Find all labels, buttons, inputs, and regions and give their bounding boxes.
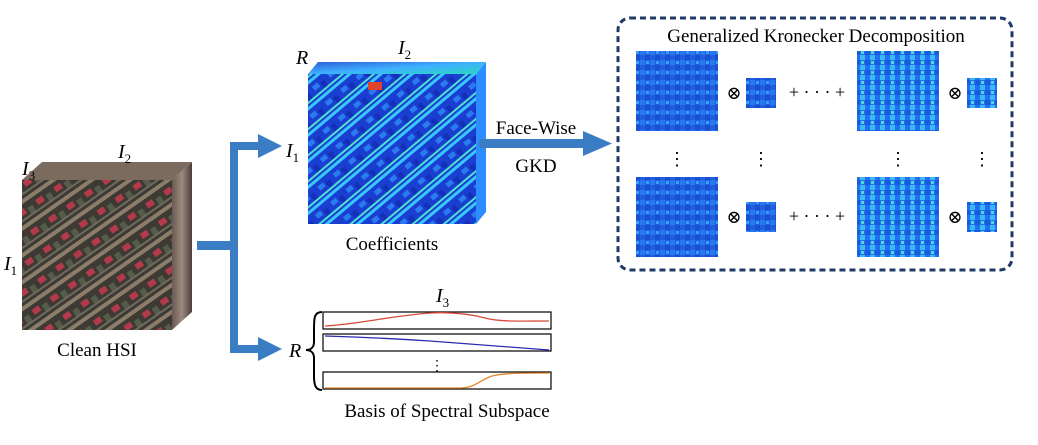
gkd-row1-right-small-tile [967,78,997,108]
gkd-box-title: Generalized Kronecker Decomposition [667,26,965,47]
hsi-caption: Clean HSI [57,340,137,361]
coef-dim-r: R [295,47,308,69]
hsi-cube-side-face [172,162,192,330]
upper-arrow-head [258,134,282,158]
gkd-row1-kron-left: ⊗ [726,83,741,103]
gkd-row2-plus-dots: + · · · + [789,206,845,226]
spectral-curve-orange [325,372,550,389]
coefficients-caption: Coefficients [346,234,439,255]
spectral-caption: Basis of Spectral Subspace [344,401,549,422]
hsi-dim-i2: I2 [117,141,131,166]
gkd-vdots-2: ⋮ [752,149,770,169]
gkd-row2-left-large-tile [636,177,718,257]
gkd-vdots-4: ⋮ [973,149,991,169]
gkd-row1-left-large-tile [636,51,718,131]
coef-dim-i1: I1 [285,140,299,165]
gkd-row1-right-large-tile [857,51,939,131]
spectral-curve-red [324,312,550,327]
upper-arrow-shaft [230,142,260,150]
spectral-basis-1-frame [322,311,552,330]
gkd-row1-left-small-tile [746,78,776,108]
gkd-arrow-label-2: GKD [515,156,556,177]
split-arrows [197,134,282,361]
coef-hotspot [368,82,382,90]
coefficients-cube [308,62,486,224]
spectral-basis-r [322,371,552,390]
hsi-cube-top-face [22,162,192,180]
gkd-row2-right-large-tile [857,177,939,257]
gkd-arrow-shaft [479,139,585,148]
lower-arrow-shaft [230,345,260,353]
spectral-curve-blue [324,335,550,351]
gkd-row2-right-small-tile [967,202,997,232]
coef-dim-i2: I2 [397,37,411,62]
spectral-basis-1 [322,311,552,330]
lower-arrow-head [258,337,282,361]
gkd-box [616,16,1014,272]
split-arrow-stem [197,241,235,250]
gkd-row1-plus-dots: + · · · + [789,82,845,102]
gkd-arrow-head [583,131,612,156]
hsi-cube-front-face [22,180,172,330]
spectral-dim-r: R [288,340,301,362]
spectral-basis-r-frame [322,371,552,390]
split-arrow-trunk [230,142,238,353]
gkd-row2-left-small-tile [746,202,776,232]
gkd-row1-kron-right: ⊗ [947,83,962,103]
spectral-basis-2-frame [322,333,552,352]
hsi-dim-i1: I1 [3,253,17,278]
coef-cube-front-face [308,74,476,224]
spectral-vdots: ⋮ [430,359,444,374]
gkd-row2-kron-right: ⊗ [947,207,962,227]
spectral-dim-i3: I3 [435,285,449,310]
gkd-row2-kron-left: ⊗ [726,207,741,227]
gkd-vdots-1: ⋮ [668,149,686,169]
hsi-dim-i3: I3 [21,158,35,183]
gkd-arrow-label-1: Face-Wise [496,118,576,139]
coef-cube-top-face [308,62,486,74]
gkd-arrow [479,131,612,156]
spectral-basis-2 [322,333,552,352]
gkd-vdots-3: ⋮ [889,149,907,169]
spectral-brace [305,311,323,391]
hsi-cube [22,162,192,330]
